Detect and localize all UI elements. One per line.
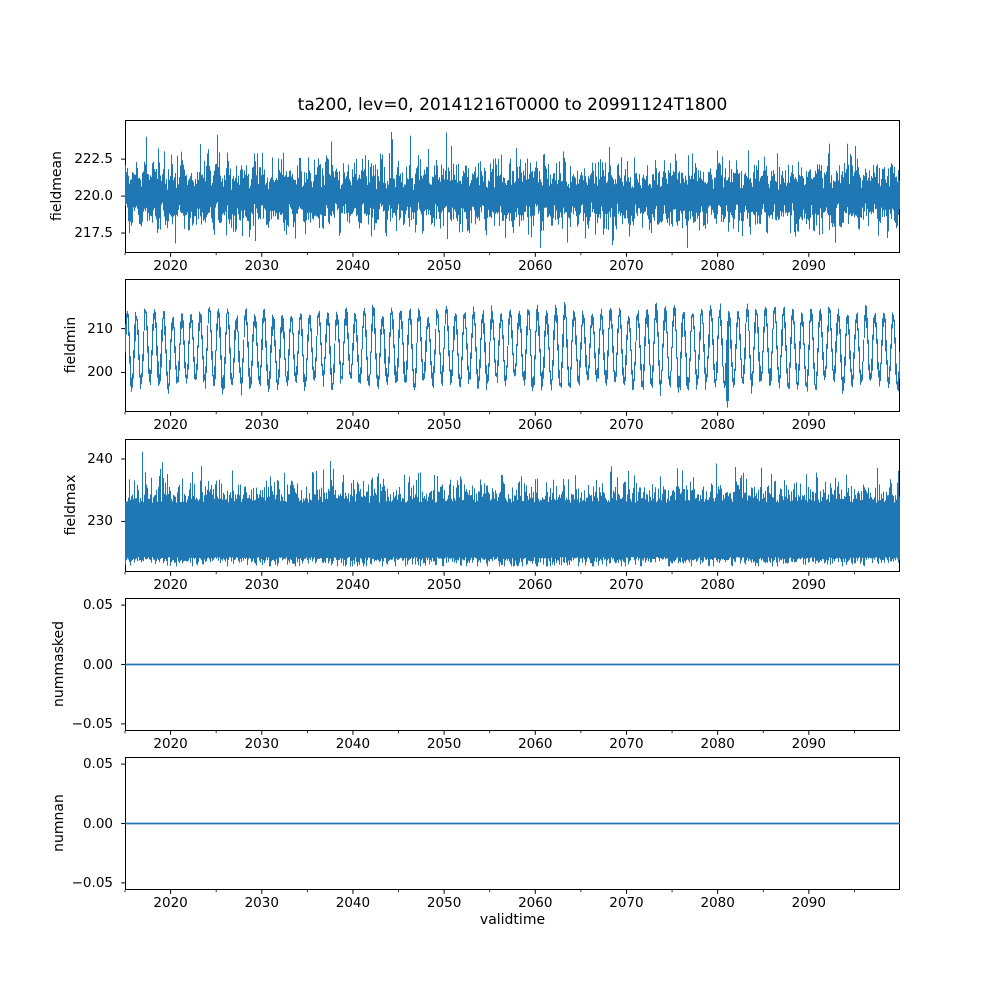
x-tick-label: 2020 <box>153 258 188 274</box>
x-tick-label: 2050 <box>426 577 462 593</box>
plot-area-nummasked <box>121 598 900 735</box>
y-tick-label: −0.05 <box>71 874 113 891</box>
x-tick-label: 2050 <box>426 895 462 911</box>
x-tick-label: 2080 <box>700 258 735 274</box>
subplot-fieldmax: fieldmax 2020 2030 2040 2050 2060 2070 2080 209… <box>0 439 1000 609</box>
subplot-fieldmin: fieldmin 2020 2030 2040 2050 2060 2070 2080 209… <box>0 279 1000 449</box>
x-tick-label: 2070 <box>609 417 644 433</box>
x-axis-label: validtime <box>479 912 546 928</box>
x-tick-label: 2050 <box>426 258 462 274</box>
subplot-fieldmean: fieldmean 2020 2030 2040 2050 2060 2070 2080 20… <box>0 120 1000 290</box>
x-tick-label: 2080 <box>700 577 735 593</box>
plot-area-numnan <box>121 757 900 894</box>
series-line-fieldmin <box>124 301 901 408</box>
x-tick-label: 2030 <box>244 895 279 911</box>
x-tick-label: 2080 <box>700 417 735 433</box>
x-tick-label: 2080 <box>700 895 735 911</box>
x-tick-label: 2040 <box>335 258 371 274</box>
x-tick-label: 2030 <box>244 417 279 433</box>
y-tick-label: 230 <box>87 513 113 530</box>
x-tick-label: 2070 <box>609 736 644 752</box>
y-tick-label: −0.05 <box>71 715 113 732</box>
x-tick-label: 2020 <box>153 736 188 752</box>
y-tick-label: 217.5 <box>74 225 113 242</box>
x-tick-label: 2020 <box>153 417 188 433</box>
y-tick-label: 0.00 <box>82 815 113 832</box>
x-tick-label: 2060 <box>518 577 553 593</box>
plot-area-fieldmax <box>121 439 901 576</box>
x-tick-label: 2070 <box>609 895 644 911</box>
x-tick-label: 2060 <box>518 736 553 752</box>
y-tick-label: 210 <box>87 320 113 337</box>
x-tick-label: 2020 <box>153 895 188 911</box>
x-tick-label: 2040 <box>335 577 371 593</box>
figure-title: ta200, lev=0, 20141216T0000 to 20991124T… <box>297 95 728 115</box>
x-tick-label: 2040 <box>335 417 371 433</box>
x-tick-label: 2030 <box>244 736 279 752</box>
x-tick-label: 2090 <box>791 577 826 593</box>
x-tick-label: 2060 <box>518 258 553 274</box>
y-tick-label: 222.5 <box>74 151 113 168</box>
series-line-fieldmean <box>124 132 901 248</box>
x-tick-label: 2060 <box>518 417 553 433</box>
x-tick-label: 2020 <box>153 577 188 593</box>
x-tick-label: 2090 <box>791 736 826 752</box>
plot-area-fieldmean <box>121 120 901 257</box>
y-tick-label: 220.0 <box>74 188 113 205</box>
x-tick-label: 2030 <box>244 577 279 593</box>
y-tick-label: 200 <box>87 364 113 381</box>
x-tick-label: 2090 <box>791 895 826 911</box>
x-tick-label: 2040 <box>335 895 371 911</box>
x-tick-label: 2090 <box>791 258 826 274</box>
x-tick-label: 2050 <box>426 417 462 433</box>
x-tick-label: 2080 <box>700 736 735 752</box>
subplot-nummasked: nummasked 2020 2030 2040 2050 2060 2070 2080 20… <box>0 597 1000 768</box>
x-tick-label: 2030 <box>244 258 279 274</box>
y-tick-label: 0.05 <box>82 756 113 773</box>
plot-area-fieldmin <box>121 279 901 416</box>
x-tick-label: 2050 <box>426 736 462 752</box>
y-tick-label: 0.00 <box>82 656 113 673</box>
x-tick-label: 2090 <box>791 417 826 433</box>
x-tick-label: 2060 <box>518 895 553 911</box>
y-tick-label: 0.05 <box>82 597 113 614</box>
subplot-numnan: numnan 2020 2030 2040 2050 2060 2070 2080 2090−… <box>0 756 1000 927</box>
x-tick-label: 2070 <box>609 258 644 274</box>
x-tick-label: 2070 <box>609 577 644 593</box>
y-tick-label: 240 <box>87 450 113 467</box>
series-line-fieldmax <box>124 451 901 567</box>
x-tick-label: 2040 <box>335 736 371 752</box>
